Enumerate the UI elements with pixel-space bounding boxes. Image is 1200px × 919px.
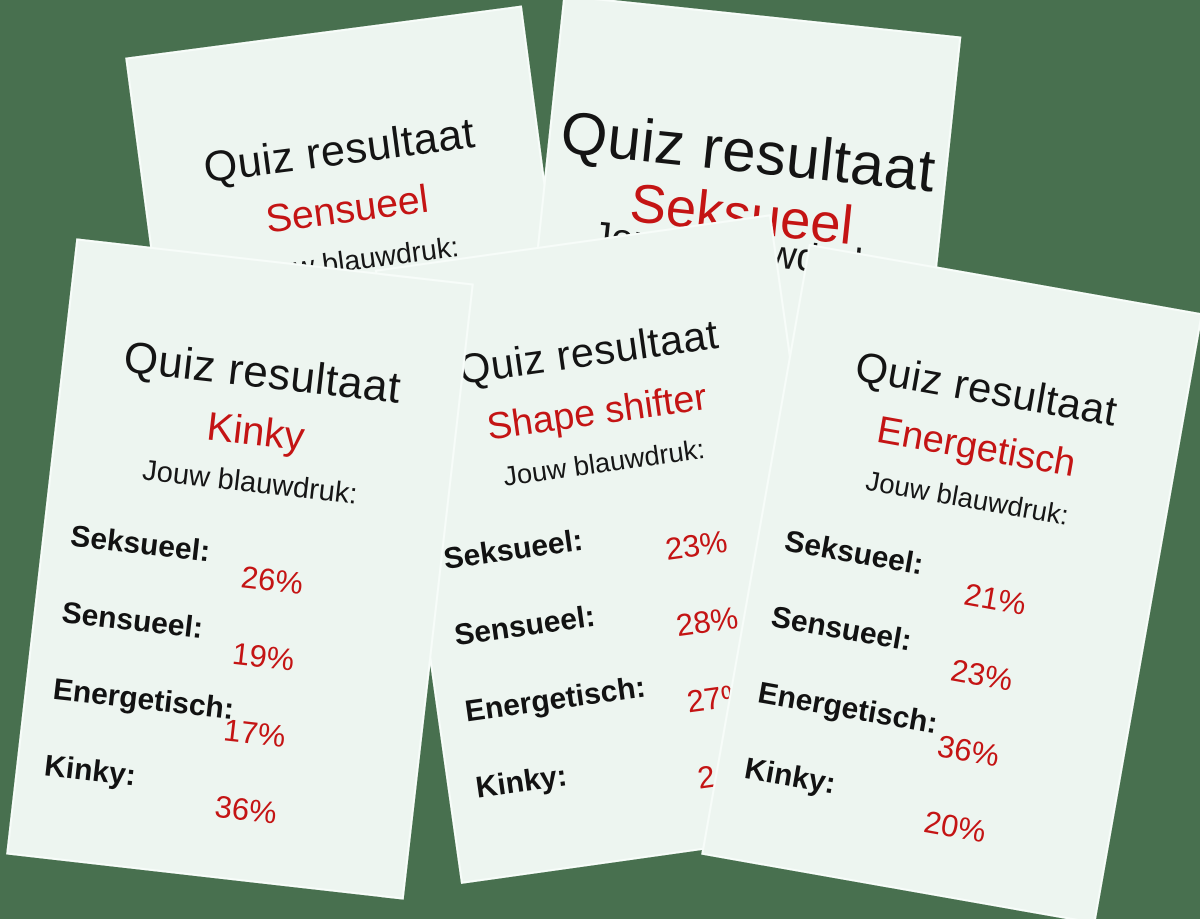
score-value: 17%: [221, 712, 288, 755]
score-value: 23%: [663, 523, 730, 567]
score-value: 26%: [239, 559, 305, 602]
score-value: 20%: [921, 804, 989, 850]
quiz-result-card-kinky: Quiz resultaat Kinky Jouw blauwdruk: Sek…: [6, 238, 474, 900]
score-label: Seksueel:: [68, 519, 212, 569]
score-list: Seksueel: 21% Sensueel: 23% Energetisch: 36% K…: [709, 520, 1152, 892]
score-list: Seksueel: 26% Sensueel: 19% Energetisch: 17% K…: [12, 517, 440, 868]
score-value: 28%: [673, 599, 741, 644]
score-label: Seksueel:: [782, 524, 926, 582]
score-value: 36%: [213, 788, 279, 831]
score-value: 19%: [230, 635, 297, 678]
score-value: 23%: [948, 652, 1016, 698]
score-value: 36%: [934, 728, 1002, 774]
score-label: Seksueel:: [441, 523, 585, 576]
score-value: 21%: [961, 576, 1029, 622]
